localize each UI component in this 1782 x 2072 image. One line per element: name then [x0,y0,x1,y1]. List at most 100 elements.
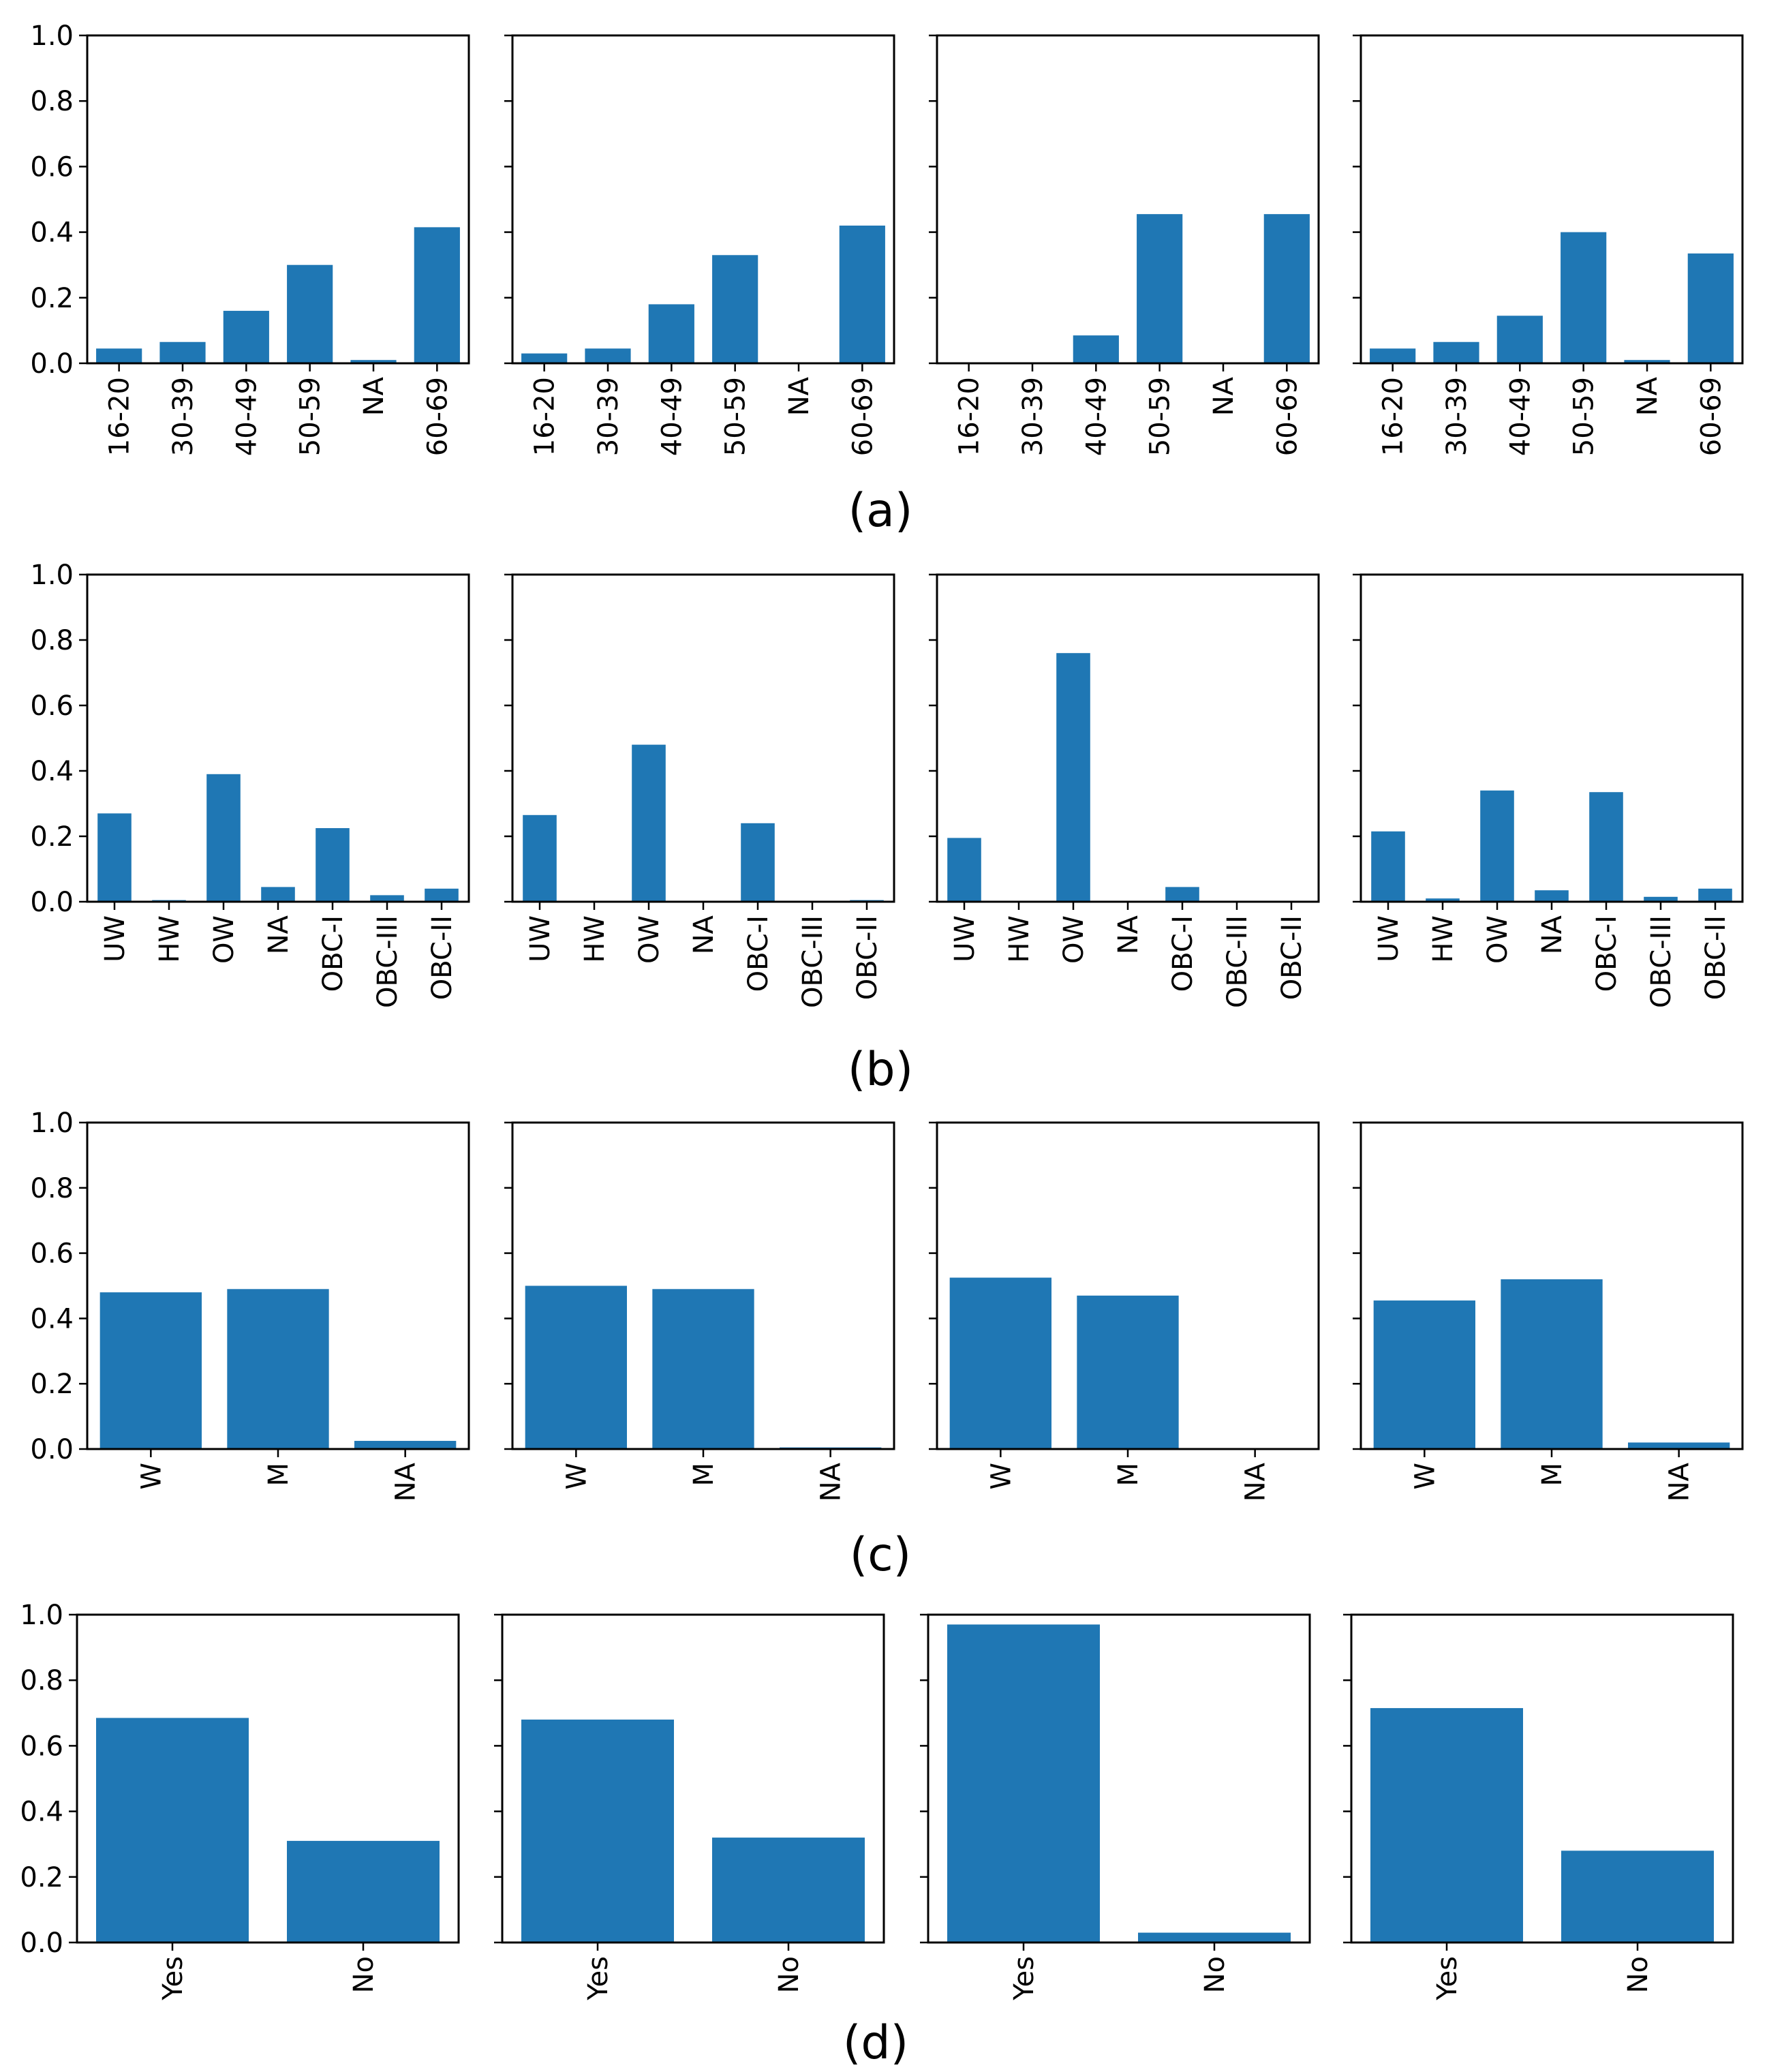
y-tick-label: 0.6 [20,1731,63,1762]
chart-panel-2-1: 0.0 0.2 0.4 0.6 0.8 1.0 UW HW OW NA OBC-I OBC-III OB… [30,560,470,1008]
bar [1077,1295,1179,1449]
chart-panel-3-1: 0.0 0.2 0.4 0.6 0.8 1.0 W M NA [30,1108,470,1502]
x-tick-label: HW [1428,915,1459,963]
y-tick-label: 1.0 [30,560,74,591]
row-label-b: (b) [848,1043,913,1097]
bar [316,828,350,902]
chart-panel-2-4: UW HW OW NA OBC-I OBC-III OBC-II [1353,573,1744,1008]
chart-panel-1-1: 0.0 0.2 0.4 0.6 0.8 1.0 16-20 30-39 40-49 50-59 NA… [30,20,470,456]
x-tick-label: NA [1240,1462,1272,1502]
chart-panel-3-3: W M NA [929,1121,1320,1502]
bar [96,348,142,363]
x-tick-label: 40-49 [656,377,688,456]
bar [159,341,206,363]
row-label-c: (c) [850,1528,911,1582]
y-tick-label: 0.8 [30,86,74,117]
bar [1496,316,1543,363]
bar [521,1719,674,1942]
bar [223,311,269,363]
y-tick-label: 0.6 [30,1238,74,1270]
x-tick-label: No [1199,1956,1231,1993]
x-tick-label: OBC-III [1646,915,1677,1008]
x-tick-label: 30-39 [168,377,199,456]
bar [414,227,460,363]
x-tick-label: 50-59 [1145,377,1176,456]
x-tick-label: UW [949,915,981,962]
x-tick-label: OW [209,915,240,964]
axes-frame [1350,1613,1734,1944]
bar [521,353,568,363]
axes-frame [927,1613,1311,1944]
y-tick-label: 0.0 [30,1434,74,1465]
x-tick-label: OBC-I [1591,915,1623,992]
bar [370,895,404,902]
chart-panel-4-1: 0.0 0.2 0.4 0.6 0.8 1.0 Yes No [20,1600,460,2001]
x-tick-label: NA [784,376,815,416]
bar [1644,896,1678,902]
bar [350,360,397,363]
x-tick-label: 60-69 [422,377,453,456]
bar [652,1289,754,1449]
x-tick-label: 50-59 [1569,377,1600,456]
y-tick-label: 0.4 [30,1303,74,1335]
x-tick-label: W [561,1463,592,1490]
bar [1624,360,1670,363]
x-tick-label: NA [688,915,720,954]
x-tick-label: 16-20 [529,377,561,456]
x-tick-label: 16-20 [104,377,136,456]
x-tick-label: NA [263,915,294,954]
x-tick-label: OW [634,915,665,964]
x-tick-label: M [1113,1463,1144,1487]
x-tick-label: 40-49 [1505,377,1536,456]
x-tick-label: 30-39 [1441,377,1473,456]
bar [1138,1932,1291,1942]
bar [1687,253,1734,363]
x-tick-label: 60-69 [1272,377,1303,456]
bar [227,1289,329,1449]
x-tick-label: 16-20 [954,377,985,456]
chart-panel-1-4: 16-20 30-39 40-49 50-59 NA 60-69 [1353,34,1744,456]
bar [206,774,241,902]
bar [96,1718,249,1942]
y-tick-label: 0.2 [30,821,74,853]
y-tick-label: 0.8 [30,1173,74,1204]
x-tick-label: Yes [583,1956,614,2001]
bar [1561,232,1607,363]
x-tick-label: Yes [1009,1956,1040,2001]
x-tick-label: NA [1113,915,1144,954]
x-tick-label: OBC-I [318,915,349,992]
x-tick-label: M [1537,1463,1568,1487]
bar [287,1840,440,1942]
row-label-a: (a) [848,484,913,538]
bar [1056,653,1090,902]
bar [1073,335,1119,363]
x-tick-label: M [263,1463,294,1487]
bar [1370,348,1416,363]
x-tick-label: M [688,1463,720,1487]
bar [1501,1279,1603,1449]
y-tick-label: 0.2 [20,1862,63,1893]
x-tick-label: OBC-II [1276,915,1308,1000]
axes-frame [1359,34,1744,365]
x-tick-label: OBC-II [852,915,883,1000]
y-tick-label: 0.4 [20,1797,63,1828]
bar [949,1277,1051,1449]
x-tick-label: OBC-II [1700,915,1732,1000]
bar [1165,887,1199,902]
x-tick-label: 30-39 [593,377,624,456]
x-tick-label: 30-39 [1017,377,1049,456]
x-tick-label: 16-20 [1378,377,1409,456]
bar [947,838,981,902]
x-tick-label: Yes [1432,1956,1463,2001]
bar [1370,1708,1523,1942]
y-tick-label: 0.0 [30,887,74,918]
y-tick-label: 0.2 [30,1369,74,1400]
chart-panel-4-2: Yes No [494,1613,885,2001]
y-tick-label: 0.6 [30,690,74,722]
x-tick-label: NA [1537,915,1568,954]
y-tick-label: 1.0 [30,20,74,52]
y-tick-label: 0.4 [30,217,74,249]
x-tick-label: No [348,1956,380,1993]
x-tick-label: OBC-III [1222,915,1253,1008]
x-tick-label: NA [1664,1462,1695,1502]
